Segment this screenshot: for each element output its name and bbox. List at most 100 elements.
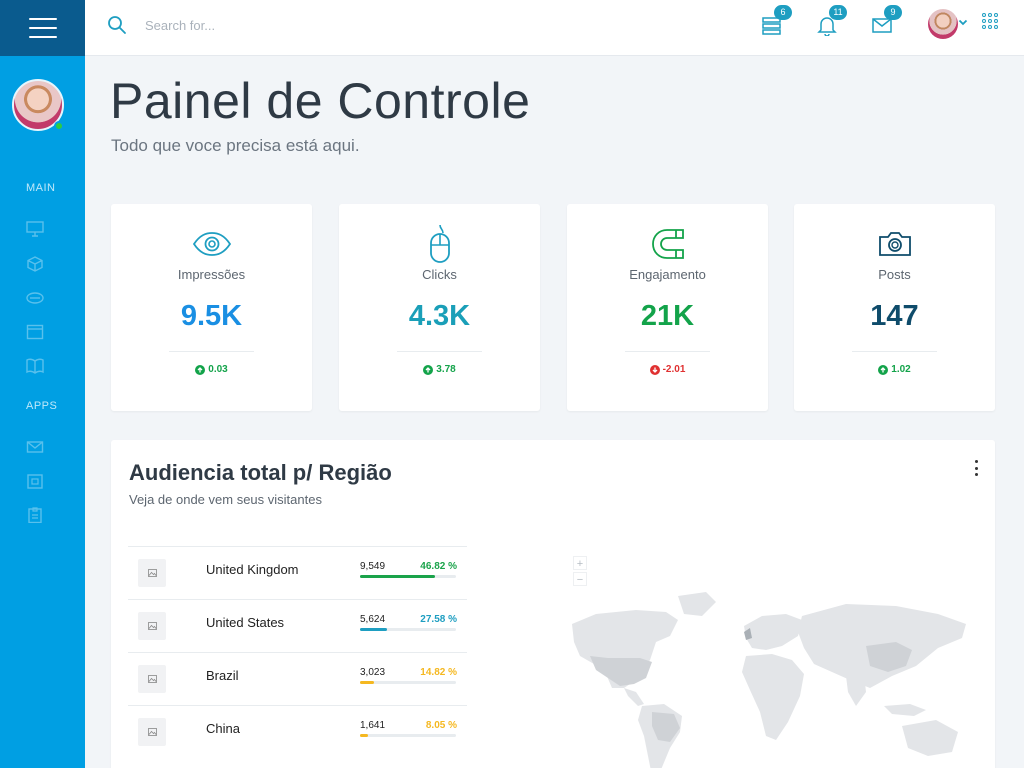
stat-value: 147 bbox=[870, 300, 919, 332]
more-options-icon[interactable] bbox=[973, 460, 979, 476]
divider bbox=[852, 351, 937, 352]
country-name: Brazil bbox=[206, 668, 239, 683]
map-region-united-states bbox=[590, 656, 652, 686]
camera-icon bbox=[875, 226, 915, 262]
sidebar-header bbox=[0, 0, 85, 56]
progress-fill bbox=[360, 734, 368, 737]
visitor-count: 1,641 bbox=[360, 720, 386, 731]
map-region-india bbox=[846, 674, 866, 706]
stat-change: 0.03 bbox=[111, 364, 312, 375]
apps-grid-icon[interactable] bbox=[982, 13, 998, 29]
tasks-icon[interactable]: 6 bbox=[761, 5, 792, 36]
world-map[interactable] bbox=[566, 576, 979, 768]
stat-change: 3.78 bbox=[339, 364, 540, 375]
messages-envelope-icon[interactable]: 9 bbox=[871, 5, 902, 36]
divider bbox=[397, 351, 482, 352]
stat-card-clicks: Clicks 4.3K 3.78 bbox=[339, 204, 540, 411]
image-placeholder-icon bbox=[138, 612, 166, 640]
magnet-icon bbox=[648, 226, 688, 262]
visitor-percent: 14.82 % bbox=[420, 667, 457, 678]
map-region-europe bbox=[744, 614, 802, 650]
divider bbox=[169, 351, 254, 352]
map-region-indonesia bbox=[884, 704, 926, 716]
region-row: Brazil 3,023 14.82 % bbox=[128, 652, 467, 705]
eye-icon bbox=[192, 226, 232, 262]
progress-track bbox=[360, 575, 456, 578]
stat-label: Impressões bbox=[177, 267, 246, 282]
layers-icon[interactable] bbox=[26, 290, 44, 306]
calendar-icon[interactable] bbox=[26, 473, 44, 489]
stat-card-posts: Posts 147 1.02 bbox=[794, 204, 995, 411]
page-subtitle: Todo que voce precisa está aqui. bbox=[111, 136, 360, 155]
tasks-badge: 6 bbox=[774, 5, 792, 20]
map-region-north-america bbox=[572, 610, 678, 688]
map-region-australia bbox=[902, 720, 958, 756]
zoom-in-button[interactable]: + bbox=[573, 556, 587, 570]
progress-track bbox=[360, 628, 456, 631]
clipboard-icon[interactable] bbox=[26, 507, 44, 524]
sidebar-section-apps: APPS bbox=[26, 400, 58, 412]
image-placeholder-icon bbox=[138, 559, 166, 587]
stat-label: Posts bbox=[878, 267, 911, 282]
sidebar-avatar[interactable] bbox=[12, 79, 64, 131]
mouse-icon bbox=[420, 224, 460, 263]
chevron-down-icon[interactable] bbox=[958, 17, 968, 27]
stat-change-value: 3.78 bbox=[436, 364, 456, 375]
audience-panel: Audiencia total p/ Região Veja de onde v… bbox=[111, 440, 995, 768]
panel-subtitle: Veja de onde vem seus visitantes bbox=[129, 492, 322, 507]
stat-label: Engajamento bbox=[629, 267, 706, 282]
country-name: United Kingdom bbox=[206, 562, 299, 577]
image-placeholder-icon bbox=[138, 718, 166, 746]
notifications-bell-icon[interactable]: 11 bbox=[816, 5, 847, 37]
sidebar-section-main: MAIN bbox=[26, 182, 56, 194]
visitor-count: 9,549 bbox=[360, 561, 386, 572]
visitor-percent: 8.05 % bbox=[425, 720, 457, 731]
progress-track bbox=[360, 681, 456, 684]
country-name: China bbox=[206, 721, 240, 736]
stat-change: -2.01 bbox=[567, 364, 768, 375]
region-list: United Kingdom 9,549 46.82 % United Stat… bbox=[128, 546, 467, 758]
visitor-percent: 46.82 % bbox=[420, 561, 457, 572]
window-icon[interactable] bbox=[26, 324, 44, 340]
image-placeholder-icon bbox=[138, 665, 166, 693]
map-region-africa bbox=[742, 654, 804, 740]
stat-change-value: -2.01 bbox=[662, 364, 686, 375]
monitor-icon[interactable] bbox=[26, 221, 44, 237]
user-avatar[interactable] bbox=[928, 9, 958, 39]
progress-fill bbox=[360, 575, 436, 578]
page-title: Painel de Controle bbox=[110, 73, 531, 129]
stat-change: 1.02 bbox=[794, 364, 995, 375]
country-name: United States bbox=[206, 615, 285, 630]
visitor-percent: 27.58 % bbox=[420, 614, 457, 625]
menu-toggle-icon[interactable] bbox=[28, 18, 57, 38]
stat-card-impressions: Impressões 9.5K 0.03 bbox=[111, 204, 312, 411]
online-status-dot bbox=[54, 121, 64, 131]
stat-label: Clicks bbox=[422, 267, 457, 282]
mail-icon[interactable] bbox=[26, 439, 44, 455]
visitor-count: 5,624 bbox=[360, 614, 386, 625]
visitor-count: 3,023 bbox=[360, 667, 386, 678]
region-row: United Kingdom 9,549 46.82 % bbox=[128, 546, 467, 599]
messages-badge: 9 bbox=[884, 5, 902, 20]
arrow-up-circle-icon bbox=[878, 364, 889, 375]
cube-icon[interactable] bbox=[26, 256, 44, 272]
arrow-up-circle-icon bbox=[195, 364, 206, 375]
progress-track bbox=[360, 734, 456, 737]
panel-title: Audiencia total p/ Região bbox=[129, 460, 392, 485]
map-region-united-kingdom bbox=[744, 628, 752, 640]
search-input[interactable] bbox=[145, 14, 445, 36]
arrow-up-circle-icon bbox=[423, 364, 434, 375]
zoom-out-button[interactable]: − bbox=[573, 572, 587, 586]
stat-value: 4.3K bbox=[408, 300, 471, 332]
search-icon[interactable] bbox=[107, 15, 127, 35]
sidebar: MAIN APPS bbox=[0, 0, 85, 768]
map-region-brazil bbox=[652, 712, 680, 742]
book-icon[interactable] bbox=[26, 358, 44, 374]
stat-change-value: 1.02 bbox=[891, 364, 911, 375]
stat-change-value: 0.03 bbox=[208, 364, 228, 375]
map-region-central-america bbox=[624, 688, 644, 706]
stat-card-engagement: Engajamento 21K -2.01 bbox=[567, 204, 768, 411]
notifications-badge: 11 bbox=[829, 5, 847, 20]
map-region-china bbox=[866, 642, 912, 672]
arrow-down-circle-icon bbox=[649, 364, 660, 375]
